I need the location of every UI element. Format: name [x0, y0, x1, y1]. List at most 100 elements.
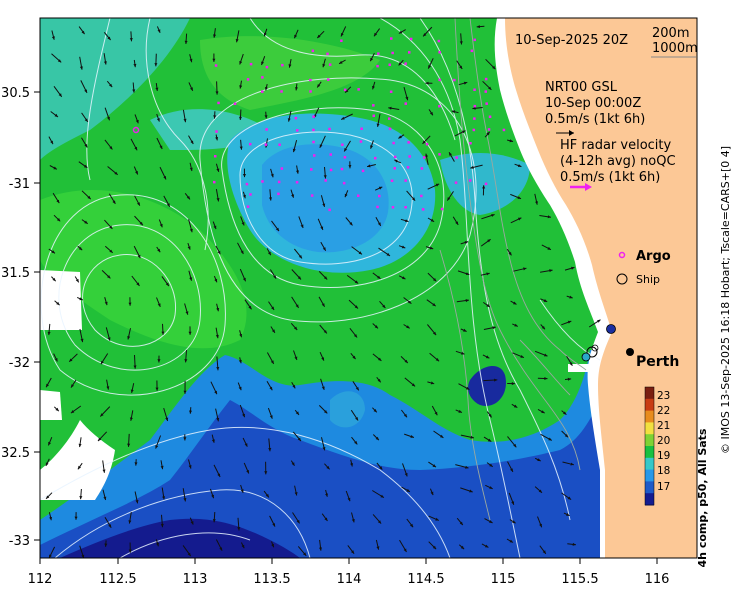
current-arrowhead [81, 554, 85, 558]
current-arrowhead [341, 33, 344, 37]
hf-radar-dot [404, 102, 407, 105]
current-arrowhead [465, 272, 470, 275]
current-arrowhead [430, 381, 435, 385]
current-arrowhead [288, 64, 292, 68]
current-arrowhead [354, 441, 358, 445]
hf-radar-dot [233, 102, 237, 105]
current-arrowhead [84, 118, 88, 122]
current-arrowhead [112, 200, 116, 204]
current-arrowhead [84, 144, 88, 148]
contour-200m-label: 200m [652, 26, 689, 41]
x-tick-label: 115.5 [561, 572, 598, 587]
hf-radar-dot [261, 76, 264, 79]
current-arrowhead [264, 471, 268, 475]
hf-radar-dot [245, 182, 249, 186]
hf-radar-dot [295, 181, 299, 184]
current-arrowhead [183, 437, 187, 441]
hf-radar-dot [473, 117, 476, 120]
current-arrowhead [108, 524, 112, 528]
current-arrowhead [127, 443, 131, 447]
current-arrowhead [157, 29, 161, 33]
hf-radar-dot [453, 78, 456, 82]
credit-text: © IMOS 13-Sep-2025 16:18 Hobart; Tscale=… [719, 146, 732, 454]
current-arrowhead [58, 93, 62, 97]
current-arrowhead [374, 325, 378, 329]
current-arrowhead [242, 174, 246, 178]
hf-radar-dot [329, 153, 332, 156]
current-arrowhead [403, 413, 407, 418]
argo-legend-label: Argo [636, 249, 671, 264]
current-arrowhead [129, 38, 133, 42]
hf-radar-dot [484, 182, 488, 186]
current-arrowhead [297, 437, 301, 441]
current-arrowhead [47, 331, 51, 336]
sst-warm-patch [200, 36, 380, 110]
current-arrowhead [296, 170, 299, 174]
current-arrowhead [56, 199, 60, 204]
current-arrowhead [398, 30, 403, 34]
current-arrowhead [319, 547, 322, 551]
hf-radar-dot [423, 156, 426, 159]
current-arrowhead [470, 435, 474, 439]
hf-radar-dot [393, 155, 397, 159]
current-arrowhead [544, 377, 548, 380]
current-arrowhead [435, 358, 440, 362]
current-arrowhead [320, 226, 324, 230]
current-arrowhead [351, 550, 355, 554]
current-arrowhead [104, 301, 108, 306]
current-arrowhead [567, 320, 572, 324]
isotherm-contours [40, 18, 601, 558]
current-arrowhead [409, 523, 414, 528]
current-arrowhead [246, 470, 249, 474]
hf-radar-dot [378, 194, 381, 198]
current-arrowhead [271, 329, 275, 333]
hf-radar-dot [388, 63, 391, 66]
current-arrowhead [56, 301, 60, 306]
current-arrowhead [217, 250, 221, 255]
colorbar-swatch [645, 434, 654, 447]
hf-radar-dot [312, 128, 315, 132]
hf-radar-dot [377, 52, 380, 55]
current-arrowhead [239, 61, 243, 65]
current-arrowhead [597, 319, 601, 323]
current-arrowhead [344, 193, 348, 198]
current-arrowhead [433, 278, 437, 282]
hf-radar-dot [312, 140, 315, 144]
current-arrowhead [50, 140, 53, 145]
current-arrowhead [465, 386, 470, 390]
ship-marker [606, 324, 616, 334]
current-arrowhead [268, 448, 272, 452]
current-arrowhead [77, 465, 81, 470]
hf-radar-dot [342, 181, 346, 185]
current-arrowhead [486, 272, 490, 276]
hf-radar-dot [390, 179, 394, 182]
hf-radar-dot [328, 127, 331, 131]
current-arrowhead [139, 221, 143, 226]
current-arrowhead [486, 131, 490, 136]
hf-radar-dot [470, 49, 474, 53]
current-arrowhead [323, 330, 327, 334]
current-arrowhead [183, 498, 187, 502]
current-arrowhead [74, 516, 78, 520]
current-arrowhead [48, 441, 51, 446]
current-arrowhead [216, 307, 220, 312]
current-arrowhead [269, 197, 272, 201]
hf-radar-dot [487, 128, 491, 131]
current-arrowhead [458, 409, 462, 413]
hf-radar-dot [484, 90, 487, 93]
current-arrowhead [569, 362, 573, 366]
hf-radar-dot [408, 155, 411, 158]
current-arrowhead [83, 164, 88, 168]
gsl-scale: 0.5m/s (1kt 6h) [545, 112, 645, 127]
current-arrowhead [548, 437, 552, 441]
current-arrowhead [404, 473, 408, 477]
current-arrowhead [513, 404, 518, 408]
current-arrowhead [487, 438, 492, 442]
current-arrowhead [129, 417, 133, 421]
current-arrowhead [273, 275, 277, 279]
current-arrowhead [103, 61, 107, 65]
current-arrowhead [344, 148, 348, 152]
hf-radar-dot [389, 90, 393, 93]
current-arrowhead [377, 222, 381, 226]
current-arrowhead [470, 165, 474, 169]
